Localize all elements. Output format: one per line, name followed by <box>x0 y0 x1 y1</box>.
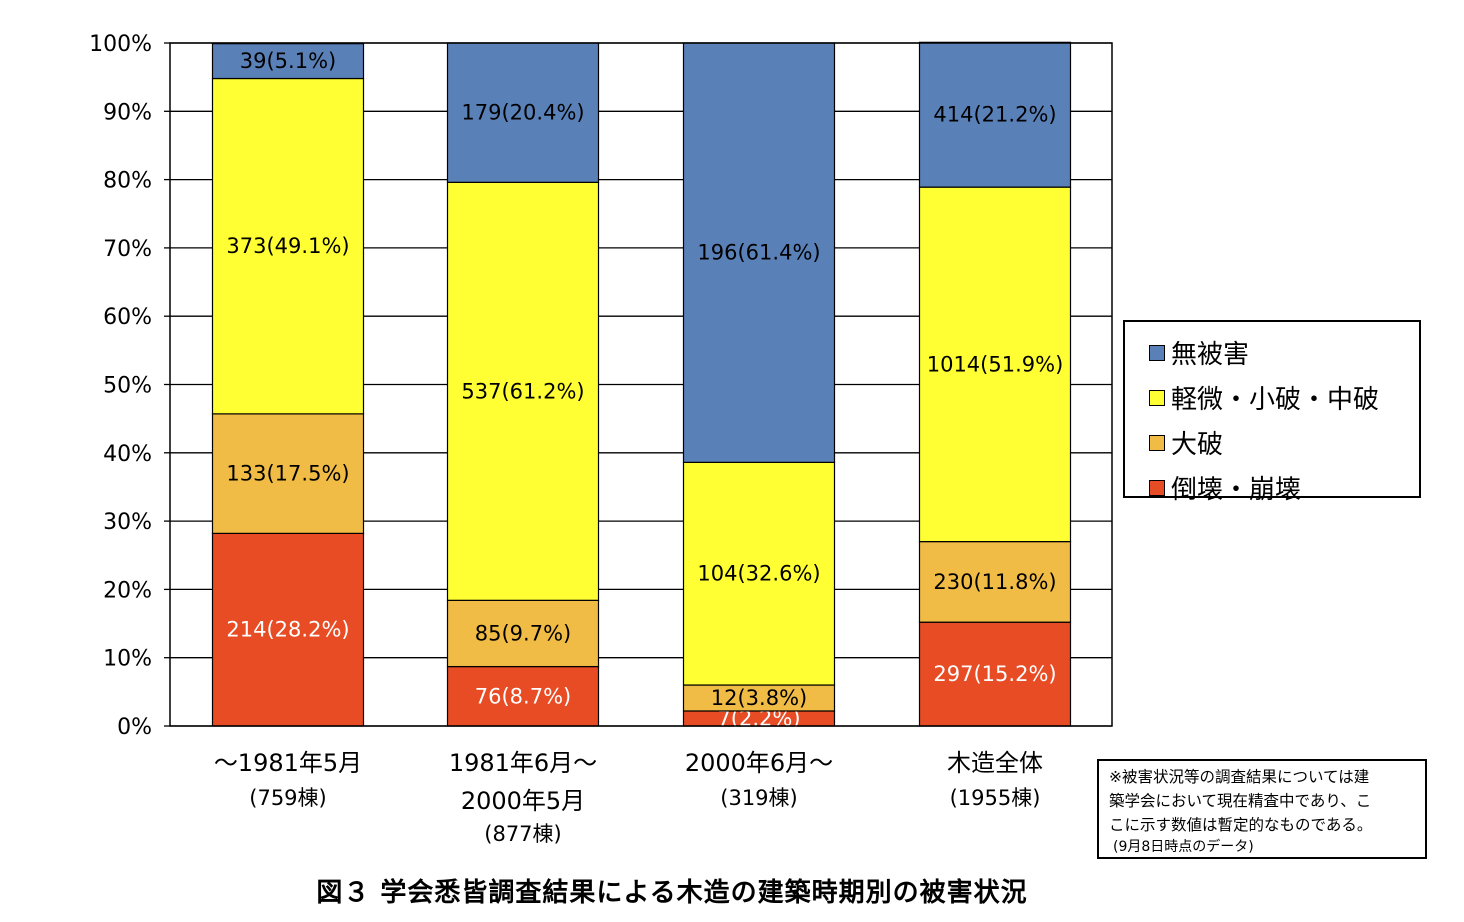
legend: 無被害 軽微・小破・中破 大破 倒壊・崩壊 <box>1123 320 1421 505</box>
bar-segment <box>446 599 600 668</box>
bar-segment <box>682 42 836 463</box>
y-tick-label: 50% <box>103 374 152 399</box>
data-label: 12(3.8%) <box>711 686 807 710</box>
y-tick-label: 60% <box>103 305 152 330</box>
figure-caption-text: 図３ 学会悉皆調査結果による木造の建築時期別の被害状況 <box>316 878 1028 908</box>
y-tick-label: 80% <box>103 169 152 194</box>
y-tick-label: 0% <box>117 715 152 740</box>
bar-segment <box>211 413 365 534</box>
bar-segment <box>446 181 600 601</box>
category-label: 木造全体 <box>947 749 1043 777</box>
category-count: (877棟) <box>484 822 561 846</box>
data-label: 1014(51.9%) <box>927 352 1064 376</box>
bar-segment <box>211 43 365 80</box>
data-label: 76(8.7%) <box>475 684 571 708</box>
data-label: 39(5.1%) <box>240 49 336 73</box>
legend-item-collapse: 倒壊・崩壊 <box>1149 465 1419 510</box>
y-axis: 0% 10% 20% 30% 40% 50% 60% 70% 80% 90% 100% <box>89 32 1113 740</box>
data-label: 179(20.4%) <box>461 101 584 125</box>
plot-frame <box>169 42 1113 727</box>
data-label: 373(49.1%) <box>226 234 349 258</box>
note-line: 築学会において現在精査中であり、こ <box>1109 792 1372 810</box>
note-line: こに示す数値は暫定的なものである。 <box>1109 816 1373 834</box>
legend-swatch <box>1149 344 1165 361</box>
x-axis: 〜1981年5月 (759棟) 1981年6月〜 2000年5月 (877棟) 2000年… <box>214 749 1043 846</box>
bar-segment <box>918 540 1072 623</box>
data-label: 297(15.2%) <box>933 662 1056 686</box>
bars: 214(28.2%) 133(17.5%) 373(49.1%) 39(5.1%) 76… <box>211 41 1072 730</box>
y-tick-label: 20% <box>103 578 152 603</box>
data-label: 104(32.6%) <box>697 562 820 586</box>
bar-segment <box>211 532 365 727</box>
category-count: (759棟) <box>249 786 326 810</box>
bar-segment <box>682 461 836 686</box>
legend-label: 倒壊・崩壊 <box>1171 475 1302 505</box>
legend-label: 軽微・小破・中破 <box>1171 385 1380 415</box>
stacked-bar-chart: 214(28.2%) 133(17.5%) 373(49.1%) 39(5.1%) 76… <box>89 32 1113 846</box>
legend-swatch <box>1149 479 1165 496</box>
legend-label: 無被害 <box>1171 340 1250 370</box>
legend-swatch <box>1149 434 1165 451</box>
legend-swatch <box>1149 389 1165 406</box>
y-tick-label: 40% <box>103 442 152 467</box>
data-label: 414(21.2%) <box>933 103 1056 127</box>
note-date: (9月8日時点のデータ) <box>1113 839 1254 855</box>
bar-segment <box>682 684 836 712</box>
data-label: 85(9.7%) <box>475 621 571 645</box>
note-line: ※被害状況等の調査結果については建 <box>1109 768 1370 786</box>
data-label: 214(28.2%) <box>226 618 349 642</box>
y-tick-label: 70% <box>103 237 152 262</box>
note-box: ※被害状況等の調査結果については建 築学会において現在精査中であり、こ こに示す… <box>1097 759 1427 859</box>
legend-label: 大破 <box>1171 430 1224 460</box>
data-label: 196(61.4%) <box>697 241 820 265</box>
bar-segment <box>211 77 365 415</box>
bar-segment <box>918 186 1072 543</box>
bar-segment <box>918 621 1072 727</box>
figure-caption: 図３ 学会悉皆調査結果による木造の建築時期別の被害状況 <box>0 872 1464 909</box>
data-label: 537(61.2%) <box>461 379 584 403</box>
y-tick-label: 10% <box>103 647 152 672</box>
category-count: (1955棟) <box>950 786 1041 810</box>
data-label: 133(17.5%) <box>226 462 349 486</box>
y-tick-label: 90% <box>103 100 152 125</box>
bar-segment <box>446 42 600 183</box>
legend-item-no-damage: 無被害 <box>1149 330 1419 375</box>
category-label: 1981年6月〜 <box>449 749 597 777</box>
data-label: 230(11.8%) <box>933 570 1056 594</box>
y-tick-label: 30% <box>103 510 152 535</box>
category-count: (319棟) <box>720 786 797 810</box>
bar-segment <box>446 665 600 727</box>
category-label: 〜1981年5月 <box>214 749 362 777</box>
y-tick-label: 100% <box>89 32 152 57</box>
legend-item-major-damage: 大破 <box>1149 420 1419 465</box>
category-label: 2000年6月〜 <box>685 749 833 777</box>
category-label-line2: 2000年5月 <box>461 787 585 815</box>
legend-item-minor-damage: 軽微・小破・中破 <box>1149 375 1419 420</box>
